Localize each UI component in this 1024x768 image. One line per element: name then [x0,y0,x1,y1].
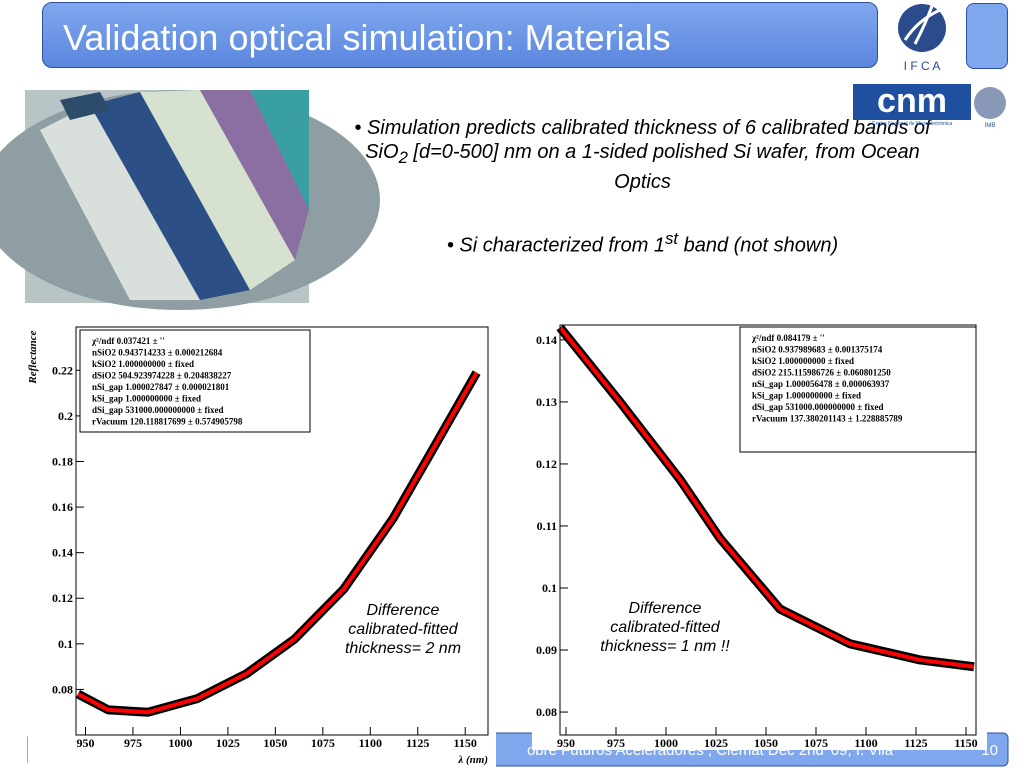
y-tick-label: 0.16 [52,500,73,514]
subscript: 2 [398,148,408,167]
stats-line: dSi_gap 531000.000000000 ± fixed [752,402,883,412]
bullet-text: Si characterized from 1 [459,234,666,257]
annotation: calibrated-fitted [348,621,458,638]
stats-line: χ²/ndf 0.084179 ± '' [751,333,825,343]
y-tick-label: 0.12 [536,457,557,471]
y-tick-label: 0.11 [537,519,557,533]
y-tick-label: 0.22 [52,363,73,377]
x-tick-label: 1000 [654,736,678,750]
y-tick-label: 0.1 [58,637,73,651]
annotation: calibrated-fitted [610,619,720,636]
wafer-photo [0,90,380,310]
annotation: Difference [367,602,440,619]
x-tick-label: 1100 [854,736,877,750]
x-tick-label: 1125 [406,736,429,750]
x-tick-label: 1150 [954,736,977,750]
x-tick-label: 1025 [704,736,728,750]
plot-frame [559,324,977,736]
stats-box [739,326,977,453]
stats-line: kSi_gap 1.000000000 ± fixed [752,391,861,401]
stats-line: rVacuum 137.380201143 ± 1.228885789 [752,414,903,424]
y-tick-label: 0.14 [52,546,73,560]
logo-text: I F C A [904,59,941,73]
stats-line: nSiO2 0.937989683 ± 0.001375174 [752,345,883,355]
corner-tab [966,3,1008,69]
logo-text: IMB [985,123,996,129]
y-tick-label: 0.2 [58,409,73,423]
plot-frame [75,326,489,736]
stats-box [79,329,311,433]
x-tick-label: 1075 [311,736,335,750]
annotation: thickness= 1 nm !! [600,638,730,655]
x-tick-label: 1000 [168,736,192,750]
x-tick-label: 975 [607,736,625,750]
logo-text: Centro Nacional de Microelectrónica [872,121,953,127]
y-tick-label: 0.1 [542,581,557,595]
x-tick-label: 1050 [754,736,778,750]
y-tick-label: 0.14 [536,333,557,347]
x-tick-label: 1075 [804,736,828,750]
y-tick-label: 0.08 [536,705,557,719]
superscript: st [665,229,679,248]
stats-line: rVacuum 120.118817699 ± 0.574905798 [92,417,243,427]
y-axis-label: Reflectance [27,330,39,384]
stats-line: kSi_gap 1.000000000 ± fixed [92,394,201,404]
cnm-logo: cnm Centro Nacional de Microelectrónica … [853,82,1006,129]
stats-line: kSiO2 1.000000000 ± fixed [752,356,854,366]
fit-line [76,371,479,715]
fit-line [558,326,975,669]
y-tick-label: 0.12 [52,591,73,605]
bullet: • Simulation predicts calibrated thickne… [354,117,931,193]
stats-line: nSi_gap 1.000027847 ± 0.000021801 [92,382,230,392]
stats-line: kSiO2 1.000000000 ± fixed [92,359,194,369]
bullet-text: band (not shown) [678,234,839,257]
stats-line: nSiO2 0.943714233 ± 0.000212684 [92,348,223,358]
bullet-text: Simulation predicts calibrated thickness… [365,117,931,163]
y-tick-label: 0.09 [536,643,557,657]
x-tick-label: 950 [76,736,94,750]
x-tick-label: 1125 [904,736,927,750]
x-tick-label: 1025 [216,736,240,750]
x-tick-label: 975 [124,736,142,750]
x-tick-label: 950 [557,736,575,750]
stats-line: dSiO2 504.923974228 ± 0.204838227 [92,371,232,381]
x-tick-label: 1050 [263,736,287,750]
x-tick-label: 1150 [454,736,477,750]
bullet: • Si characterized from 1st band (not sh… [446,229,839,257]
stats-line: nSi_gap 1.000056478 ± 0.000063937 [752,379,890,389]
y-tick-label: 0.08 [52,682,73,696]
x-axis-label: λ (nm) [457,754,488,766]
ifca-logo: I F C A [898,4,946,73]
logo-text: cnm [877,82,947,120]
x-tick-label: 1100 [359,736,382,750]
bullet-text: [d=0-500] nm on a 1-sided polished Si wa… [407,141,920,193]
y-tick-label: 0.13 [536,395,557,409]
slide-title: Validation optical simulation: Materials [42,2,878,68]
annotation: Difference [629,600,702,617]
y-tick-label: 0.18 [52,454,73,468]
stats-line: χ²/ndf 0.037421 ± '' [91,336,165,346]
stats-line: dSi_gap 531000.000000000 ± fixed [92,405,223,415]
annotation: thickness= 2 nm [345,640,461,657]
stats-line: dSiO2 215.115986726 ± 0.060801250 [752,368,891,378]
